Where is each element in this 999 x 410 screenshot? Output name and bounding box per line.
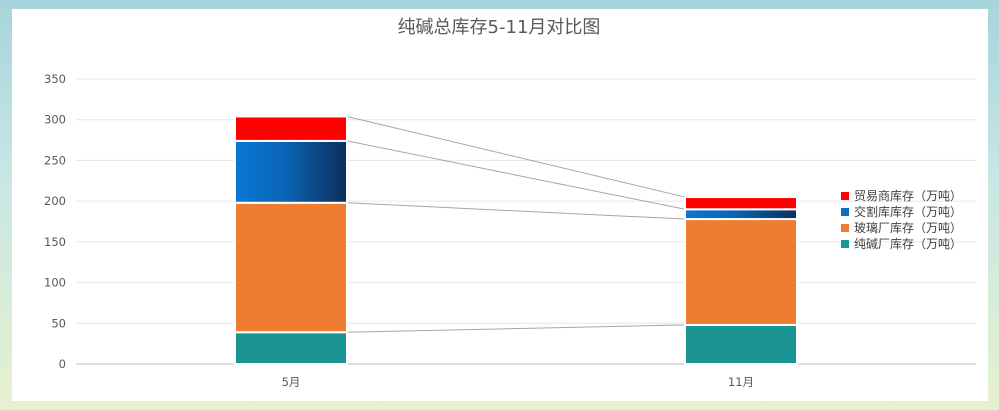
chart-frame bbox=[12, 9, 988, 401]
y-tick-label: 200 bbox=[44, 194, 66, 208]
bars bbox=[234, 115, 798, 366]
legend-swatch bbox=[841, 240, 849, 248]
x-tick-label: 11月 bbox=[728, 375, 754, 389]
bar-segment bbox=[234, 331, 348, 366]
bar-segment bbox=[684, 323, 798, 365]
gridlines bbox=[76, 78, 976, 365]
series-connector-line bbox=[346, 324, 686, 333]
x-axis-ticks: 5月 11月 bbox=[282, 375, 754, 389]
legend: 贸易商库存（万吨）交割库库存（万吨）玻璃厂库存（万吨）纯碱厂库存（万吨） bbox=[841, 188, 962, 251]
bar-segment bbox=[684, 208, 798, 221]
bar-segment bbox=[684, 218, 798, 326]
series-connector-line bbox=[346, 202, 686, 220]
bar-segment bbox=[234, 115, 348, 142]
y-tick-label: 0 bbox=[59, 357, 66, 371]
legend-label: 交割库库存（万吨） bbox=[854, 204, 962, 219]
y-axis-ticks: 0 50 100 150 200 250 300 350 bbox=[44, 72, 66, 371]
y-tick-label: 150 bbox=[44, 235, 66, 249]
y-tick-label: 50 bbox=[51, 316, 66, 330]
bar-segment bbox=[684, 196, 798, 211]
legend-label: 贸易商库存（万吨） bbox=[854, 188, 962, 203]
bar-segment bbox=[234, 139, 348, 204]
legend-swatch bbox=[841, 208, 849, 216]
legend-label: 玻璃厂库存（万吨） bbox=[854, 220, 962, 235]
y-tick-label: 300 bbox=[44, 113, 66, 127]
bar-segment bbox=[234, 201, 348, 334]
series-connector-line bbox=[346, 115, 686, 198]
x-tick-label: 5月 bbox=[282, 375, 301, 389]
series-connector-line bbox=[346, 140, 686, 210]
connector-lines bbox=[346, 115, 686, 333]
legend-label: 纯碱厂库存（万吨） bbox=[854, 236, 962, 251]
y-tick-label: 350 bbox=[44, 72, 66, 86]
y-tick-label: 100 bbox=[44, 276, 66, 290]
y-tick-label: 250 bbox=[44, 153, 66, 167]
chart-title: 纯碱总库存5-11月对比图 bbox=[398, 17, 601, 38]
legend-swatch bbox=[841, 224, 849, 232]
legend-swatch bbox=[841, 192, 849, 200]
